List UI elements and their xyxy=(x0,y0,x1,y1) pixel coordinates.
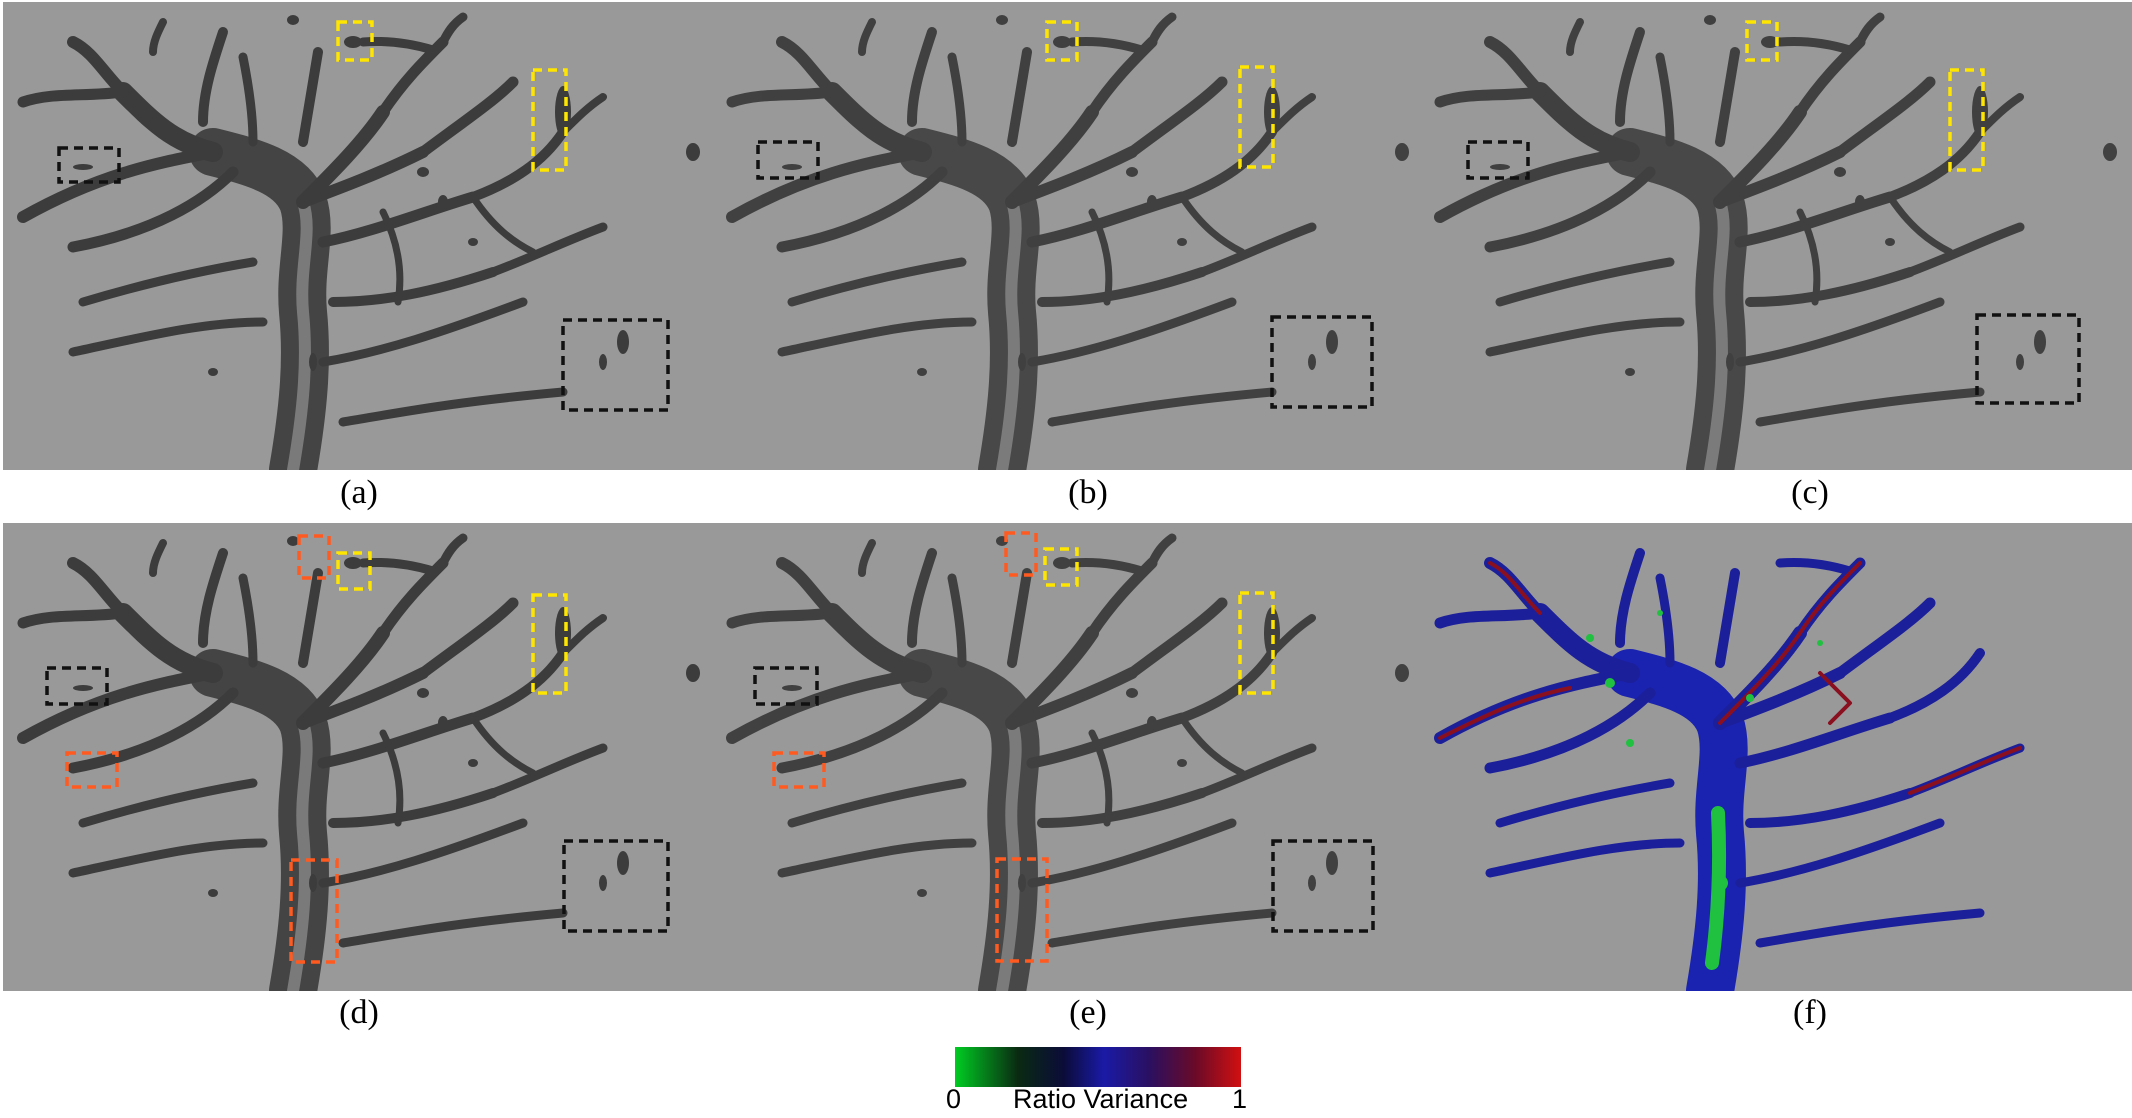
vessel-render-a xyxy=(3,2,715,470)
yellow-box-top xyxy=(1745,20,1779,62)
vessel-render-b xyxy=(712,2,1424,470)
colorbar-max-label: 1 xyxy=(1232,1084,1248,1114)
panel-d xyxy=(3,523,715,991)
black-box-left xyxy=(1466,140,1530,180)
orange-box-left xyxy=(772,751,826,789)
black-box-bottom-right xyxy=(1270,315,1374,409)
orange-box-left xyxy=(65,751,119,789)
colorbar-min-label: 0 xyxy=(946,1084,962,1114)
colorbar-title: Ratio Variance xyxy=(1013,1084,1189,1114)
black-box-bottom-right xyxy=(562,839,670,933)
yellow-box-right xyxy=(1238,65,1275,169)
yellow-box-top xyxy=(1045,20,1079,62)
caption-a: (a) xyxy=(340,474,378,511)
black-box-bottom-right xyxy=(561,318,670,412)
black-box-left xyxy=(45,666,109,706)
orange-box-bottom xyxy=(289,858,339,964)
panel-a xyxy=(3,2,715,470)
yellow-box-right xyxy=(1238,591,1275,695)
black-box-left xyxy=(756,140,820,180)
orange-box-top xyxy=(297,534,331,580)
panel-f xyxy=(1420,523,2132,991)
caption-f: (f) xyxy=(1793,994,1827,1031)
yellow-box-right xyxy=(531,593,568,695)
panel-e xyxy=(712,523,1424,991)
yellow-box-right xyxy=(531,68,568,172)
ratio-variance-colorbar xyxy=(955,1047,1241,1087)
orange-box-top xyxy=(1004,531,1038,577)
yellow-box-top xyxy=(336,551,372,591)
yellow-box-top xyxy=(336,20,374,62)
vessel-render-c xyxy=(1420,2,2132,470)
black-box-bottom-right xyxy=(1271,839,1375,933)
vessel-render-d xyxy=(3,523,715,991)
caption-e: (e) xyxy=(1069,994,1107,1031)
black-box-left xyxy=(57,146,121,184)
panel-c xyxy=(1420,2,2132,470)
vessel-render-f-colormap xyxy=(1420,523,2132,991)
caption-d: (d) xyxy=(339,994,379,1031)
yellow-box-right xyxy=(1948,68,1985,172)
caption-b: (b) xyxy=(1068,474,1108,511)
vessel-render-e xyxy=(712,523,1424,991)
black-box-left xyxy=(753,666,819,706)
black-box-bottom-right xyxy=(1975,313,2081,405)
yellow-box-top xyxy=(1043,547,1079,587)
panel-b xyxy=(712,2,1424,470)
caption-c: (c) xyxy=(1791,474,1829,511)
